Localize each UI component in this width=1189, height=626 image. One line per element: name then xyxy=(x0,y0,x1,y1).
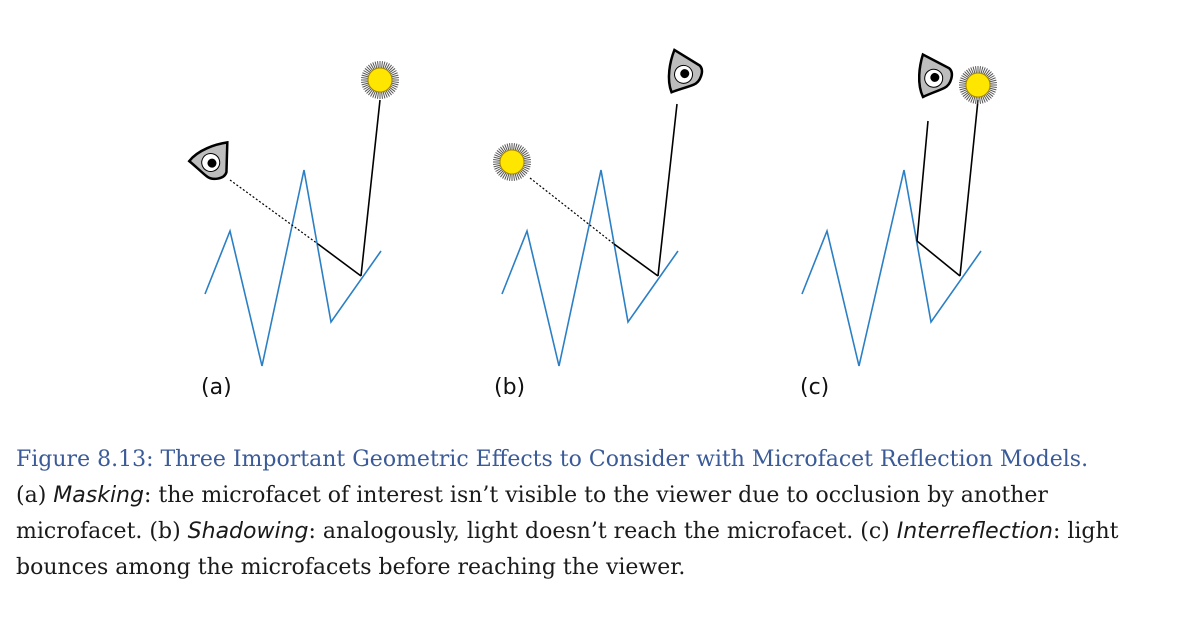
light-ray xyxy=(959,99,979,277)
caption-text: microfacet. (b) xyxy=(16,519,188,544)
shadowed-light-ray xyxy=(529,177,615,245)
panel-label-a: (a) xyxy=(201,375,232,400)
sun-icon xyxy=(958,65,998,105)
microfacet-surface xyxy=(801,169,982,367)
eye-icon xyxy=(663,48,707,99)
sun-icon xyxy=(492,142,532,182)
view-ray xyxy=(916,120,929,242)
light-ray xyxy=(360,99,381,277)
figure-caption: Figure 8.13: Three Important Geometric E… xyxy=(16,442,1176,586)
caption-text: : analogously, light doesn’t reach the m… xyxy=(308,519,897,544)
interreflection-ray xyxy=(916,240,961,277)
view-ray xyxy=(657,103,678,277)
caption-text: : the microfacet of interest isn’t visib… xyxy=(143,483,1048,508)
masked-view-ray xyxy=(229,179,319,245)
panel-a: (a) xyxy=(185,60,400,400)
eye-icon xyxy=(914,53,956,102)
caption-line-1: (a) Masking: the microfacet of interest … xyxy=(16,478,1176,514)
light-ray xyxy=(613,243,659,277)
caption-title: Figure 8.13: Three Important Geometric E… xyxy=(16,447,1089,472)
panel-b: (b) xyxy=(492,48,707,400)
panel-label-c: (c) xyxy=(800,375,829,400)
caption-line-3: bounces among the microfacets before rea… xyxy=(16,555,686,580)
term-shadowing: Shadowing xyxy=(187,519,309,544)
microfacet-figure: (a) (b) (c) xyxy=(185,48,998,400)
microfacet-surface xyxy=(204,169,382,367)
caption-line-2: microfacet. (b) Shadowing: analogously, … xyxy=(16,514,1176,550)
term-masking: Masking xyxy=(53,483,144,508)
caption-text: (a) xyxy=(16,483,54,508)
microfacet-surface xyxy=(501,169,679,367)
term-interreflection: Interreflection xyxy=(896,519,1053,544)
caption-text: : light xyxy=(1052,519,1119,544)
eye-icon xyxy=(185,140,239,187)
panel-label-b: (b) xyxy=(494,375,525,400)
sun-icon xyxy=(360,60,400,100)
panel-c: (c) xyxy=(800,53,998,400)
view-ray xyxy=(317,243,362,277)
